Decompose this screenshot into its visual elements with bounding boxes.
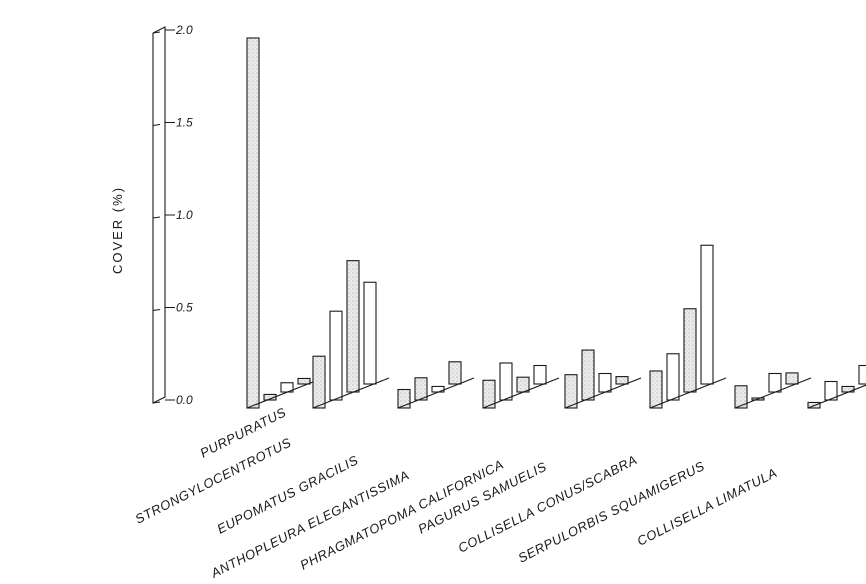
bar [564,374,578,409]
bar [649,370,663,409]
bar [297,377,311,385]
group-baseline [734,377,812,409]
y-tick-inner [152,216,161,219]
bar [263,393,277,401]
bar-group [649,244,727,409]
bar [824,380,838,401]
bar [482,379,496,409]
y-tick-inner [152,31,161,34]
y-tick-inner [152,401,161,404]
y-tick-inner [152,309,161,311]
bar [397,388,411,409]
y-tick-inner [152,124,161,126]
category-label: COLLISELLA LIMATULA [635,465,780,549]
bar [581,349,595,401]
y-axis-scale-box [152,26,166,404]
bar [683,308,697,393]
bar [431,385,445,393]
bar [533,364,547,385]
bar [448,361,462,385]
bar [598,372,612,393]
bar [516,376,530,393]
y-axis: 0.0 0.5 1.0 1.5 2.0 COVER (%) [110,23,193,407]
group-baseline [807,384,866,409]
bar-group [807,364,866,409]
bar [329,310,343,401]
bar [499,362,513,401]
bar [246,37,260,409]
y-tick-label: 0.0 [176,393,193,407]
group-baseline [564,377,642,409]
group-baseline [649,377,727,409]
y-tick-label: 2.0 [175,23,193,37]
bar-group [246,37,324,409]
bar [615,376,629,385]
y-tick-label: 1.0 [176,208,193,222]
y-ticks: 0.0 0.5 1.0 1.5 2.0 [152,23,193,407]
group-baseline [312,377,390,409]
bar [700,244,714,385]
bars [246,37,866,409]
bar [363,281,377,385]
bar-group [397,361,475,409]
bar [841,385,855,393]
bar [666,353,680,401]
bar-group [734,372,812,409]
bar-group [482,362,560,409]
group-baseline [246,377,324,409]
category-labels: STRONGYLOCENTROTUSPURPURATUSANTHOPLEURA … [133,404,780,581]
bar-group [312,260,390,409]
y-axis-label: COVER (%) [110,186,125,274]
y-tick-label: 1.5 [176,116,193,130]
bar [768,372,782,393]
bar [858,364,866,385]
bar-group [564,349,642,409]
y-tick-label: 0.5 [176,301,193,315]
bar [346,260,360,393]
bar [734,385,748,409]
group-baseline [482,377,560,409]
bar [785,372,799,385]
bar [312,355,326,409]
bar [414,377,428,401]
group-baseline [397,377,475,409]
